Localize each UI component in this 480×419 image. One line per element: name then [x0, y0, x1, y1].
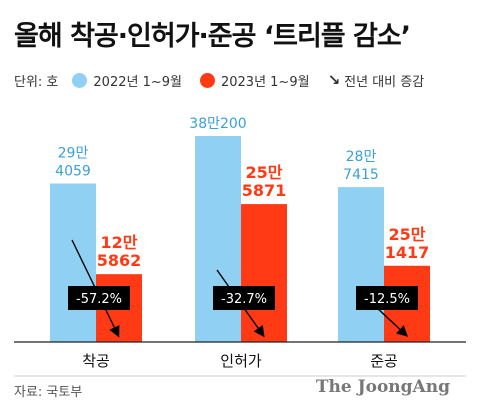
legend-label-2023: 2023년 1~9월 [220, 74, 310, 90]
data-label-0-2-0: 28만 [346, 149, 377, 165]
data-label-1-0-1: 5862 [97, 251, 142, 270]
arrow-down-right-icon: ↘ [327, 71, 341, 89]
legend-item-change: ↘ 전년 대비 증감 [328, 71, 425, 90]
change-box-1 [213, 286, 275, 310]
category-label-2: 준공 [370, 352, 398, 370]
data-label-1-2-0: 25만 [389, 225, 426, 244]
legend: 단위: 호 2022년 1~9월 2023년 1~9월 ↘ 전년 대비 증감 [14, 70, 442, 90]
legend-item-2022: 2022년 1~9월 [72, 71, 182, 90]
data-label-0-0-1: 4059 [55, 164, 91, 180]
bar-0-1 [195, 136, 241, 342]
category-label-0: 착공 [82, 352, 110, 370]
data-label-0-2-1: 7415 [343, 167, 379, 183]
change-label-0: -57.2% [76, 292, 122, 307]
change-box-0 [68, 286, 130, 310]
data-label-1-1-1: 5871 [242, 181, 287, 200]
bar-0-0 [50, 183, 96, 342]
data-label-0-0-0: 29만 [58, 146, 89, 162]
data-label-1-2-1: 1417 [385, 243, 430, 262]
legend-label-2022: 2022년 1~9월 [93, 74, 182, 90]
data-label-0-1-0: 38만200 [189, 116, 246, 132]
legend-swatch-2022 [72, 72, 88, 88]
legend-swatch-2023 [199, 72, 215, 88]
unit-label: 단위: 호 [14, 74, 59, 90]
legend-label-change: 전년 대비 증감 [344, 74, 425, 90]
data-label-1-0-0: 12만 [101, 233, 138, 252]
bar-1-1 [241, 204, 287, 342]
change-box-2 [356, 286, 418, 310]
category-label-1: 인허가 [220, 352, 262, 370]
chart-title: 올해 착공·인허가·준공 ‘트리플 감소’ [14, 21, 411, 52]
change-label-1: -32.7% [221, 292, 267, 307]
change-label-2: -12.5% [364, 292, 410, 307]
brand-logo: The JoongAng [315, 377, 450, 397]
legend-item-2023: 2023년 1~9월 [199, 71, 310, 90]
source-note: 자료: 국토부 [14, 385, 83, 400]
data-label-1-1-0: 25만 [246, 163, 283, 182]
bar-0-2 [338, 187, 384, 342]
